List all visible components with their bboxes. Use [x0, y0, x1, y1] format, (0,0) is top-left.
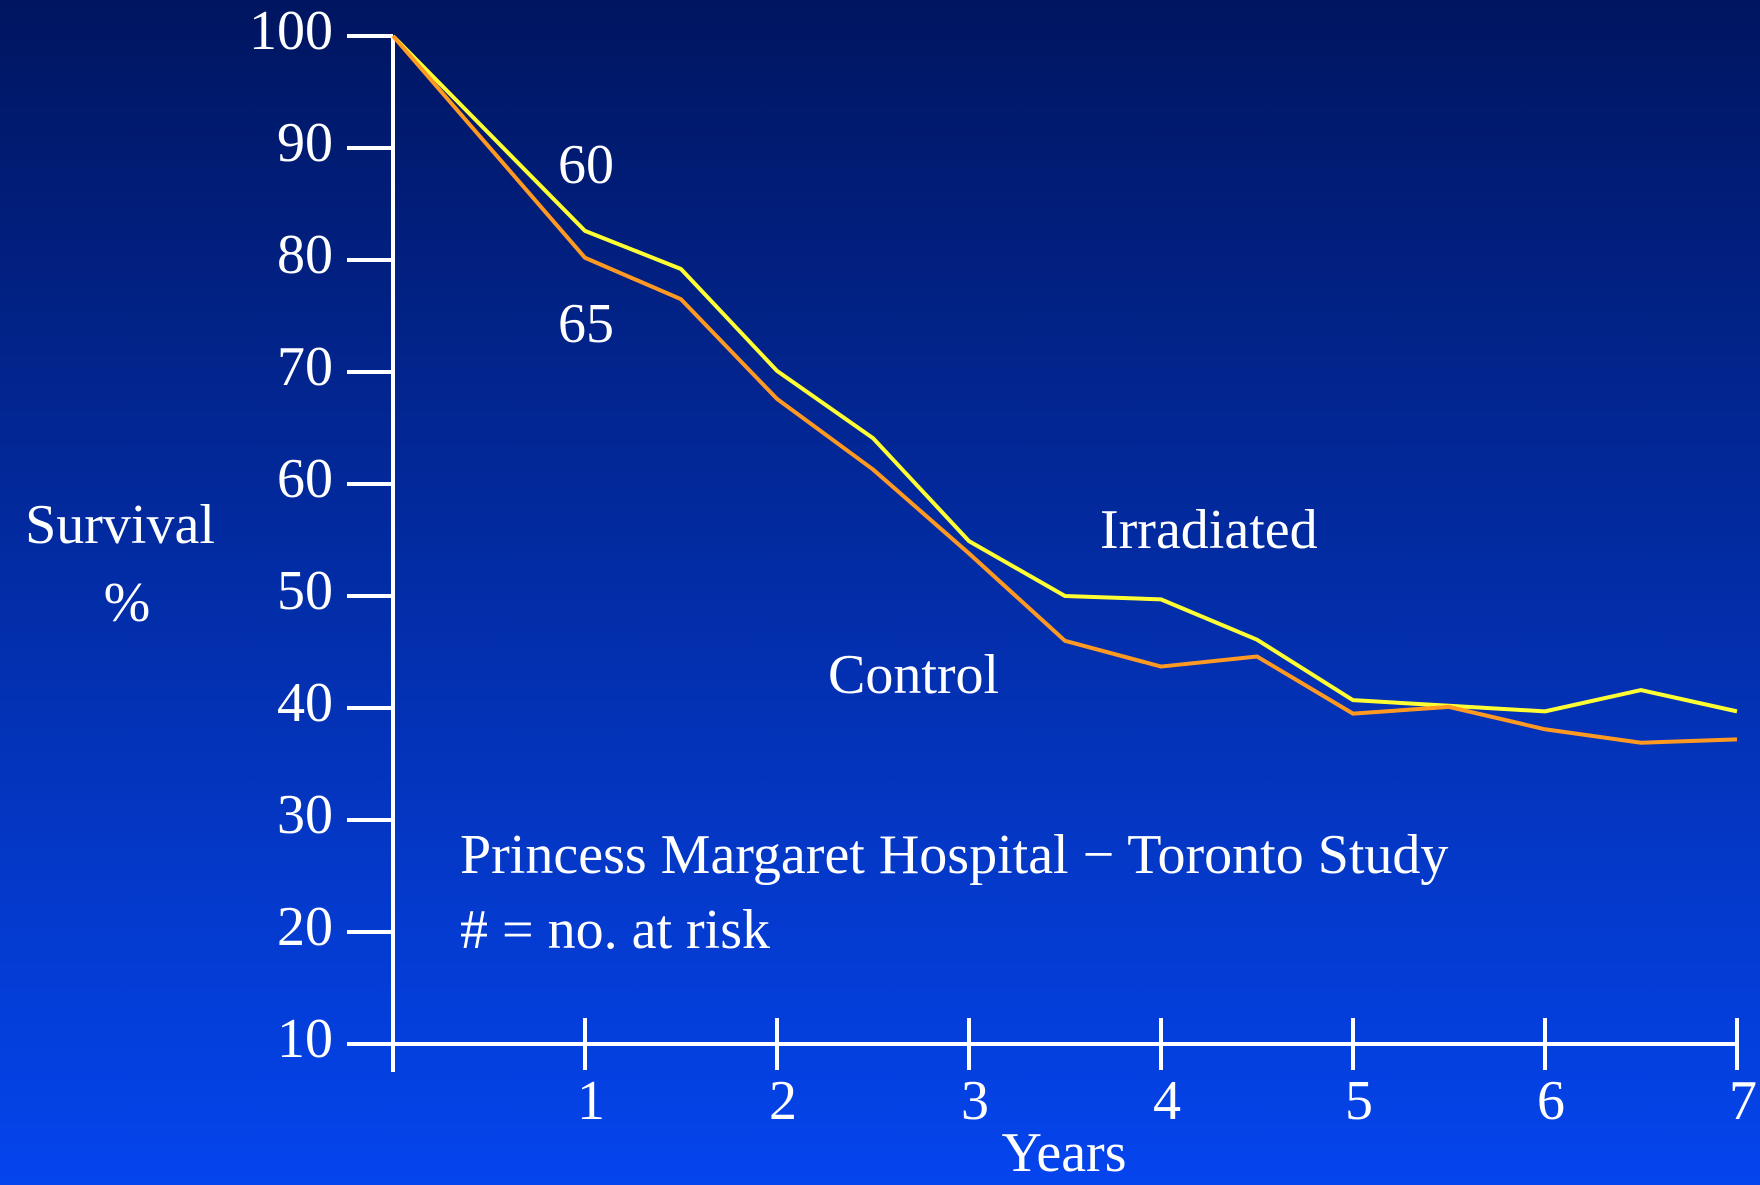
y-tick-label: 20: [277, 896, 333, 958]
y-tick-label: 30: [277, 784, 333, 846]
annotation: # = no. at risk: [460, 899, 770, 961]
series-line: [391, 34, 1738, 745]
x-tick-label: 5: [1345, 1070, 1373, 1132]
y-tick-label: 40: [277, 672, 333, 734]
annotation: 65: [558, 293, 614, 355]
y-tick-label: 100: [249, 0, 333, 62]
x-tick-label: 6: [1537, 1070, 1565, 1132]
x-tick-label: 2: [769, 1070, 797, 1132]
x-tick-label: 3: [961, 1070, 989, 1132]
y-tick-label: 60: [277, 448, 333, 510]
series-line: [391, 34, 1738, 714]
x-tick-label: 4: [1153, 1070, 1181, 1132]
annotation: 60: [558, 134, 614, 196]
x-tick-label: 7: [1729, 1070, 1757, 1132]
y-tick-label: 70: [277, 336, 333, 398]
y-tick-label: 50: [277, 560, 333, 622]
x-axis-label: Years: [1002, 1122, 1127, 1184]
annotation: Princess Margaret Hospital − Toronto Stu…: [460, 824, 1448, 886]
y-axis-label: %: [104, 572, 151, 634]
y-tick-label: 80: [277, 224, 333, 286]
y-tick-label: 90: [277, 112, 333, 174]
y-axis-label: Survival: [25, 494, 215, 556]
y-tick-label: 10: [277, 1008, 333, 1070]
series-label: Control: [828, 644, 999, 706]
x-tick-label: 1: [577, 1070, 605, 1132]
series-label: Irradiated: [1100, 499, 1318, 561]
